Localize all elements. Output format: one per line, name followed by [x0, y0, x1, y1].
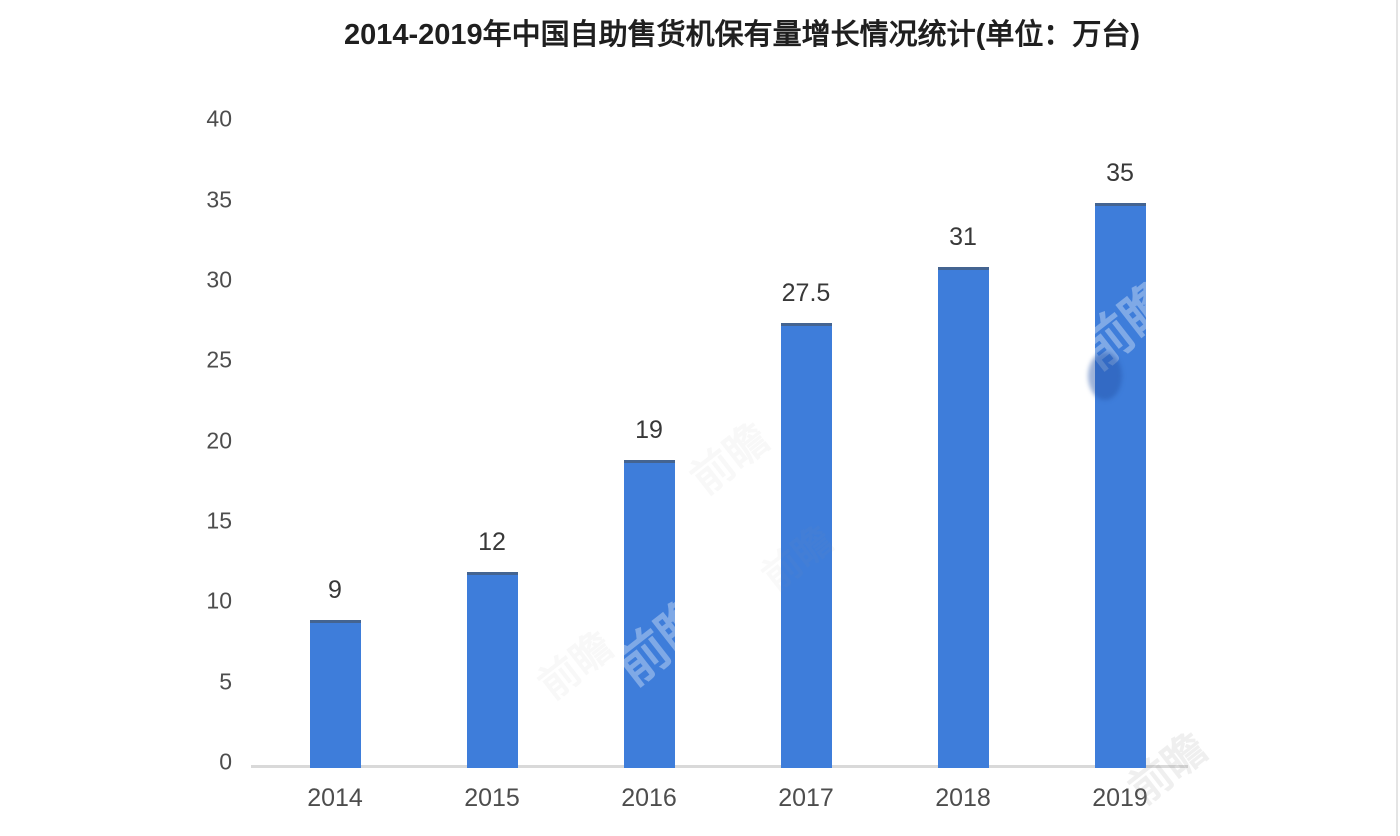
bar-2018: [937, 266, 989, 768]
bar-value-label-2014: 9: [328, 576, 342, 605]
bar-value-label-2016: 19: [635, 415, 663, 444]
y-axis-tick-label: 40: [206, 105, 232, 132]
bar-value-label-2017: 27.5: [781, 279, 831, 308]
x-axis-label-2014: 2014: [307, 784, 363, 812]
y-axis-tick-label: 20: [206, 427, 232, 454]
x-axis-line: [251, 765, 1188, 768]
bar-2014: [309, 620, 361, 768]
bar-value-label-2019: 35: [1106, 158, 1134, 187]
y-axis-tick-label: 25: [206, 346, 232, 373]
y-axis-tick-label: 15: [206, 507, 232, 534]
watermark: 前瞻: [530, 624, 622, 708]
y-axis-tick-label: 5: [219, 668, 232, 695]
y-axis-tick-label: 0: [219, 748, 232, 775]
x-axis-label-2019: 2019: [1092, 784, 1148, 812]
bar-value-label-2018: 31: [949, 222, 977, 251]
bar-value-label-2015: 12: [478, 528, 506, 557]
x-axis-label-2016: 2016: [621, 784, 677, 812]
image-right-border: [1396, 0, 1398, 836]
x-axis-label-2015: 2015: [464, 784, 520, 812]
bar-2019: [1094, 202, 1146, 768]
x-axis-label-2017: 2017: [778, 784, 834, 812]
bar-2015: [466, 572, 518, 768]
x-axis-label-2018: 2018: [935, 784, 991, 812]
bar-2017: [780, 323, 832, 768]
y-axis-tick-label: 30: [206, 266, 232, 293]
y-axis-tick-label: 10: [206, 587, 232, 614]
chart-title: 2014-2019年中国自助售货机保有量增长情况统计(单位：万台): [343, 19, 1140, 51]
y-axis-tick-label: 35: [206, 186, 232, 213]
bar-2016: [623, 459, 675, 768]
